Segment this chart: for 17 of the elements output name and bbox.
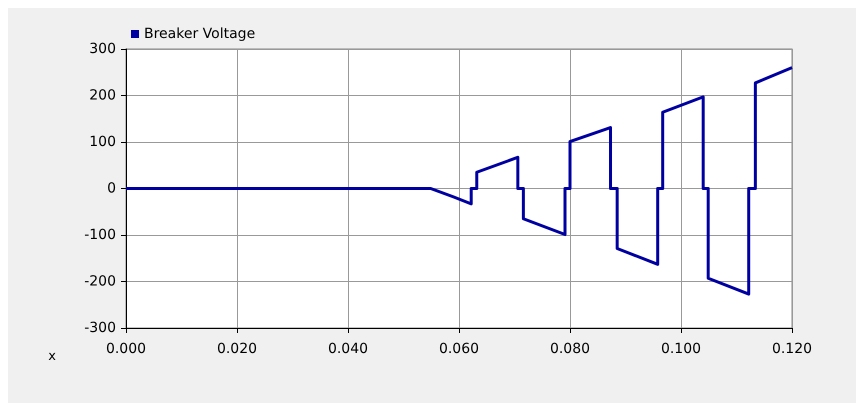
y-tick-label: 0 [107, 180, 116, 196]
x-tick-label: 0.020 [216, 341, 258, 357]
x-axis-title: x [48, 349, 56, 364]
y-tick-label: -200 [84, 274, 116, 290]
y-tick-label: 300 [89, 41, 116, 57]
x-tick-label: 0.060 [438, 341, 480, 357]
x-tick-label: 0.080 [550, 341, 590, 357]
y-tick-label: -100 [84, 227, 116, 243]
y-tick-label: 100 [89, 134, 116, 150]
x-tick-label: 0.100 [660, 341, 702, 357]
x-tick-label: 0.040 [328, 341, 368, 357]
legend-label: Breaker Voltage [144, 26, 256, 42]
x-tick-label: 0.000 [106, 341, 146, 357]
line-series [124, 66, 794, 296]
x-tick-label: 0.120 [772, 341, 812, 357]
y-tick-label: 200 [89, 88, 116, 104]
y-tick-label: -300 [84, 320, 116, 336]
